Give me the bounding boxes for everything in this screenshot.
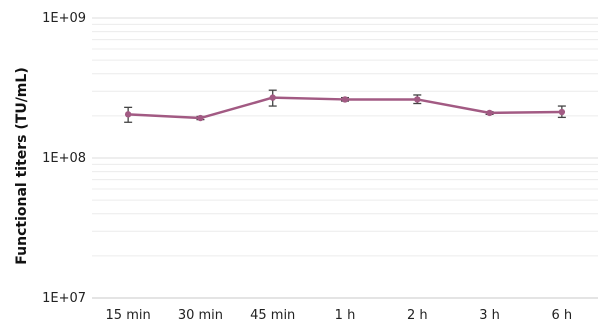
y-tick-label: 1E+07 bbox=[42, 291, 86, 306]
x-tick-label: 45 min bbox=[250, 308, 295, 323]
data-point bbox=[341, 96, 349, 103]
x-tick-label: 6 h bbox=[552, 308, 573, 323]
y-tick-label: 1E+09 bbox=[42, 11, 86, 26]
data-point bbox=[197, 114, 204, 122]
x-tick-label: 15 min bbox=[106, 308, 151, 323]
x-tick-label: 30 min bbox=[178, 308, 223, 323]
x-tick-label: 3 h bbox=[479, 308, 500, 323]
y-axis-title: Functional titers (TU/mL) bbox=[14, 67, 30, 264]
data-point bbox=[124, 111, 132, 118]
data-point bbox=[414, 96, 421, 103]
grid-layer bbox=[92, 17, 598, 299]
data-point bbox=[486, 109, 493, 117]
x-tick-label: 2 h bbox=[407, 308, 428, 323]
y-tick-label: 1E+08 bbox=[42, 151, 86, 166]
x-tick-label: 1 h bbox=[335, 308, 356, 323]
data-point bbox=[269, 94, 276, 101]
axis-layer: 1E+07 1E+08 1E+09 15 min 30 min 45 min 1 h 2 h 3… bbox=[42, 11, 572, 323]
series-layer bbox=[124, 89, 566, 123]
data-point bbox=[558, 108, 566, 116]
